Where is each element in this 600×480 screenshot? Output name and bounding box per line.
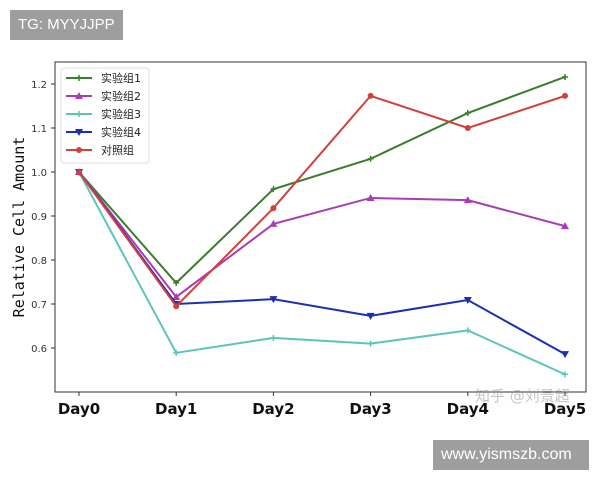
marker-circle xyxy=(173,303,180,310)
marker-plus xyxy=(562,73,568,80)
plot-frame xyxy=(54,61,587,393)
marker-plus xyxy=(367,340,374,347)
legend-label: 实验组2 xyxy=(101,89,141,103)
legend-label: 对照组 xyxy=(101,143,134,157)
series-3 xyxy=(76,169,568,378)
marker-plus xyxy=(76,75,82,81)
x-tick-label: Day2 xyxy=(252,400,294,418)
marker-triangle-up xyxy=(561,222,569,230)
legend-box xyxy=(60,67,150,164)
series-2 xyxy=(75,168,569,300)
x-tick-label: Day3 xyxy=(349,400,391,418)
x-tick-label: Day5 xyxy=(544,400,586,418)
marker-circle xyxy=(270,205,277,212)
marker-triangle-up xyxy=(269,219,278,227)
marker-plus xyxy=(173,349,180,356)
marker-triangle-up xyxy=(75,92,83,99)
marker-plus xyxy=(270,186,277,193)
marker-plus xyxy=(76,111,82,117)
y-tick-label: 0.9 xyxy=(31,212,47,223)
watermark-site: www.yismszb.com xyxy=(433,440,589,470)
series-line xyxy=(78,171,566,356)
y-axis-label: Relative Cell Amount xyxy=(10,137,28,318)
marker-plus xyxy=(367,155,374,162)
marker-triangle-up xyxy=(366,193,375,201)
series-line xyxy=(78,171,566,376)
marker-circle xyxy=(562,92,568,99)
watermark-tg: TG: MYYJJPP xyxy=(10,10,123,40)
marker-circle xyxy=(76,147,82,153)
watermark-zhihu: 知乎 @刘景超 xyxy=(475,387,570,405)
legend: 实验组1 实验组2 实验组3 实验组4 对照组 xyxy=(60,67,150,164)
marker-circle xyxy=(464,125,471,131)
x-tick-label: Day1 xyxy=(155,400,197,418)
marker-triangle-up xyxy=(463,196,472,204)
marker-plus xyxy=(464,327,471,334)
marker-plus xyxy=(270,334,277,341)
x-tick-label: Day0 xyxy=(58,400,100,418)
legend-label: 实验组3 xyxy=(101,107,141,121)
marker-triangle-down xyxy=(366,312,375,320)
series-line xyxy=(78,171,566,299)
marker-triangle-down xyxy=(561,351,569,359)
marker-plus xyxy=(464,110,471,117)
series-5 xyxy=(76,92,568,310)
series-line xyxy=(78,76,566,285)
y-tick-label: 0.7 xyxy=(31,300,47,311)
series-line xyxy=(78,94,566,308)
marker-plus xyxy=(173,279,180,286)
y-tick-label: 0.6 xyxy=(31,344,47,355)
x-tick-label: Day4 xyxy=(447,400,489,418)
marker-triangle-down xyxy=(75,129,83,136)
y-tick-label: 1.1 xyxy=(31,124,47,135)
y-tick-label: 0.8 xyxy=(31,256,47,267)
legend-label: 实验组1 xyxy=(101,71,141,85)
marker-plus xyxy=(562,371,568,378)
marker-triangle-down xyxy=(269,296,278,304)
marker-circle xyxy=(76,169,82,175)
marker-triangle-up xyxy=(172,292,181,300)
marker-triangle-down xyxy=(463,297,472,305)
y-tick-label: 1.2 xyxy=(31,80,47,91)
marker-circle xyxy=(367,92,374,99)
series-1 xyxy=(76,73,568,286)
legend-label: 实验组4 xyxy=(101,125,141,139)
y-tick-label: 1.0 xyxy=(31,168,47,179)
